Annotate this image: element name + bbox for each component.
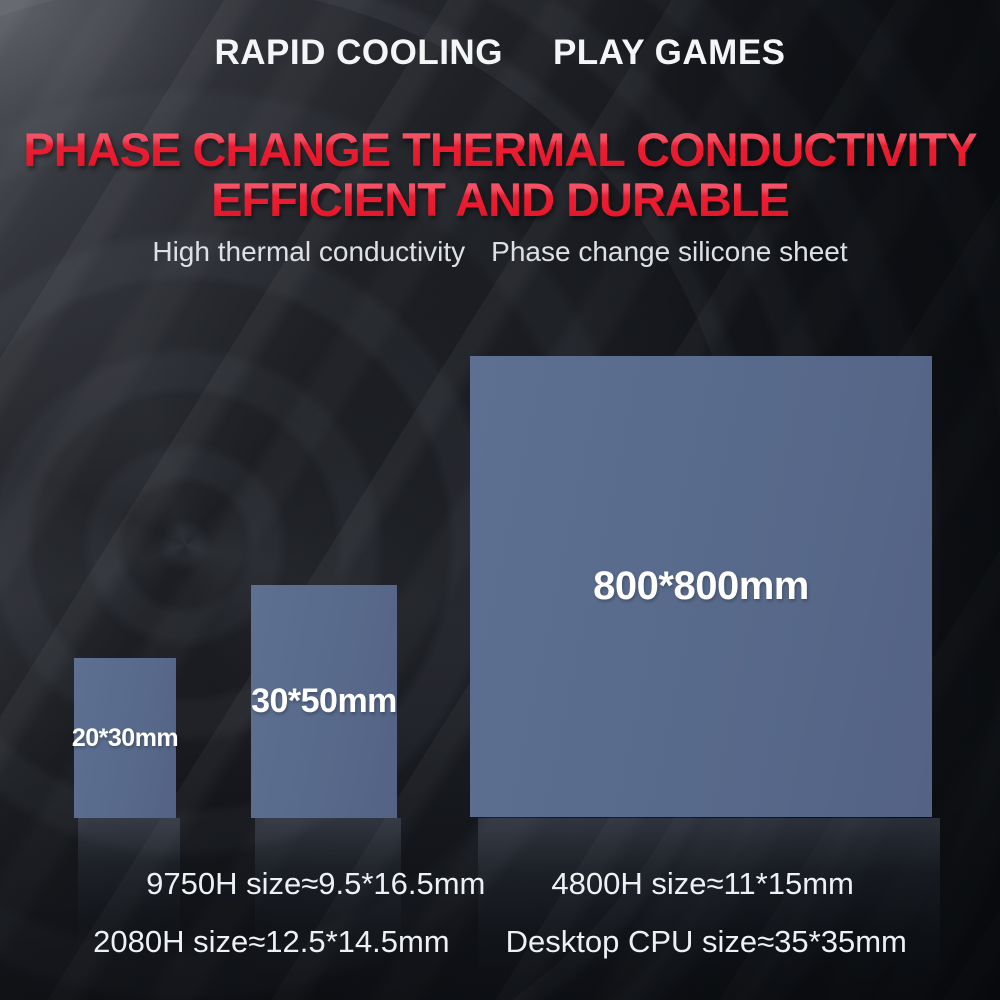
subtitle: High thermal conductivity Phase change s… [0, 236, 1000, 268]
title-line-1: PHASE CHANGE THERMAL CONDUCTIVITY [0, 125, 1000, 175]
spec-4800h: 4800H size≈11*15mm [551, 866, 854, 901]
spec-row-1: 9750H size≈9.5*16.5mm 4800H size≈11*15mm [0, 866, 1000, 902]
spec-desktop-cpu: Desktop CPU size≈35*35mm [505, 924, 907, 959]
spec-9750h: 9750H size≈9.5*16.5mm [146, 866, 486, 901]
pad-small-reflection [78, 818, 180, 958]
pad-size-large-label: 800*800mm [593, 564, 809, 608]
top-tagline: RAPID COOLING PLAY GAMES [0, 33, 1000, 73]
pad-size-medium-label: 30*50mm [251, 682, 397, 720]
pad-large-reflection [478, 818, 940, 988]
main-title: PHASE CHANGE THERMAL CONDUCTIVITY EFFICI… [0, 125, 1000, 225]
spec-row-2: 2080H size≈12.5*14.5mm Desktop CPU size≈… [0, 924, 1000, 960]
tagline-right: PLAY GAMES [552, 33, 786, 72]
subtitle-left: High thermal conductivity [152, 236, 466, 267]
pad-size-small-label: 20*30mm [71, 723, 179, 752]
pad-size-large: 800*800mm [470, 356, 932, 817]
title-line-2: EFFICIENT AND DURABLE [0, 175, 1000, 225]
pad-medium-reflection [255, 818, 401, 976]
pad-size-medium: 30*50mm [251, 585, 397, 818]
subtitle-right: Phase change silicone sheet [491, 236, 848, 267]
tagline-left: RAPID COOLING [214, 33, 503, 72]
pad-size-small: 20*30mm [71, 658, 179, 818]
spec-2080h: 2080H size≈12.5*14.5mm [93, 924, 450, 959]
